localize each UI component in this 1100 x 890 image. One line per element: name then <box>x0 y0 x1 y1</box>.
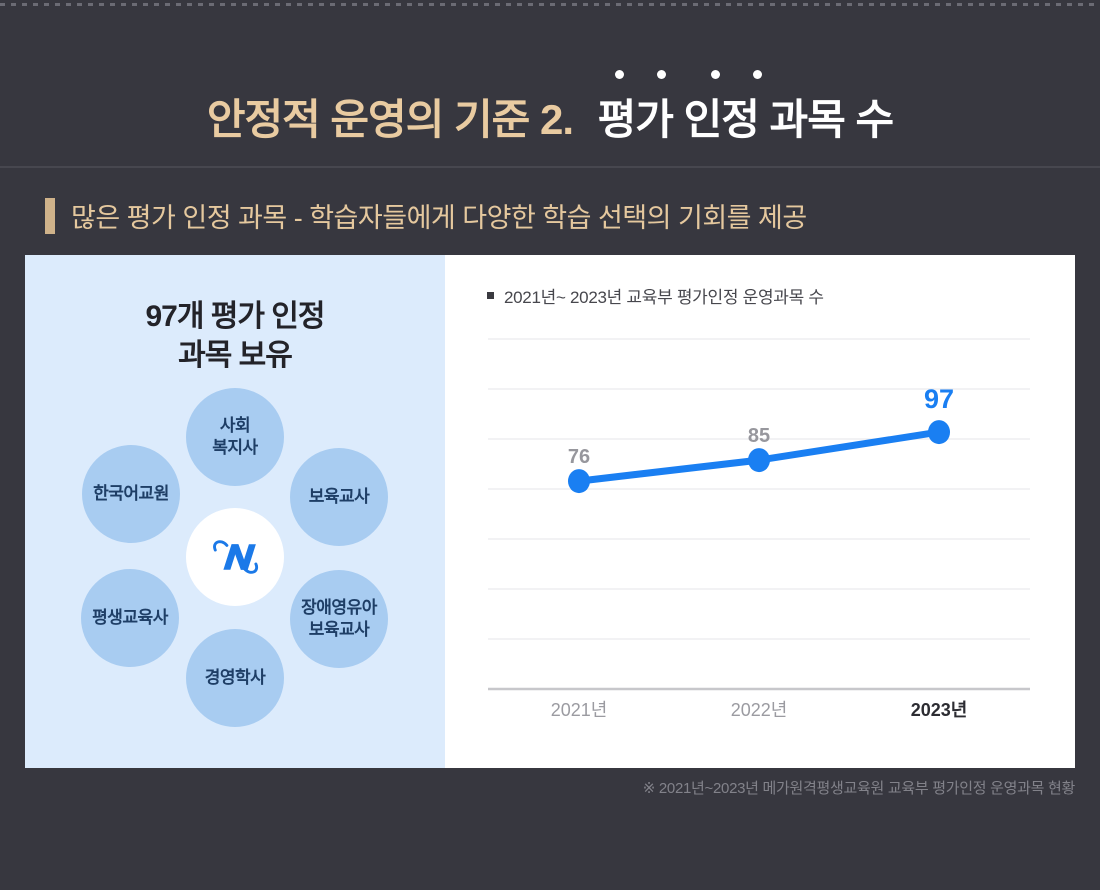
mega-logo-icon <box>213 540 259 574</box>
chart-panel: 2021년~ 2023년 교육부 평가인정 운영과목 수 76 2021년 85 20… <box>445 255 1075 768</box>
top-dashed-border <box>0 3 1100 6</box>
legend-label: 2021년~ 2023년 교육부 평가인정 운영과목 수 <box>504 288 824 307</box>
emphasis-dots <box>598 70 894 80</box>
chart-value-label: 97 <box>924 384 954 414</box>
subject-circle-lifelong-educator: 평생교육사 <box>81 569 179 667</box>
chart-legend: 2021년~ 2023년 교육부 평가인정 운영과목 수 <box>487 283 824 308</box>
subjects-panel: 97개 평가 인정 과목 보유 사회 복지사 한국어교원 보육교사 평생교육사 … <box>25 255 445 768</box>
chart-point <box>568 469 590 494</box>
center-logo-circle <box>186 508 284 606</box>
footnote: ※ 2021년~2023년 메가원격평생교육원 교육부 평가인정 운영과목 현황 <box>642 780 1076 797</box>
line-chart: 76 2021년 85 2022년 97 2023년 <box>488 338 1030 720</box>
chart-x-label: 2021년 <box>551 700 608 720</box>
subject-circle-korean-teacher: 한국어교원 <box>82 445 180 543</box>
subject-circle-special-childcare: 장애영유아 보육교사 <box>290 570 388 668</box>
chart-value-label: 76 <box>568 446 590 468</box>
title-highlight: 안정적 운영의 기준 2. <box>206 96 574 143</box>
page-title: 안정적 운영의 기준 2. 평가 인정 과목 수 <box>0 70 1100 147</box>
subtitle-accent-bar <box>45 197 55 234</box>
subject-circle-childcare-teacher: 보육교사 <box>290 448 388 546</box>
subtitle-text: 많은 평가 인정 과목 - 학습자들에게 다양한 학습 선택의 기회를 제공 <box>71 203 807 233</box>
chart-point <box>928 420 950 445</box>
chart-x-label: 2022년 <box>731 700 788 720</box>
subject-circle-business-bachelor: 경영학사 <box>186 629 284 727</box>
title-main-text: 평가 인정 과목 수 <box>597 96 894 143</box>
chart-value-label: 85 <box>748 425 770 447</box>
subtitle: 많은 평가 인정 과목 - 학습자들에게 다양한 학습 선택의 기회를 제공 <box>45 196 807 235</box>
heading-line-2: 과목 보유 <box>178 339 293 372</box>
heading-line-1: 97개 평가 인정 <box>145 300 325 333</box>
subjects-panel-heading: 97개 평가 인정 과목 보유 <box>25 297 445 375</box>
legend-bullet-icon <box>487 292 494 299</box>
subject-circle-social-worker: 사회 복지사 <box>186 388 284 486</box>
title-main: 평가 인정 과목 수 <box>597 70 894 147</box>
chart-point <box>748 448 770 473</box>
chart-x-label: 2023년 <box>911 700 968 720</box>
title-divider <box>0 166 1100 168</box>
